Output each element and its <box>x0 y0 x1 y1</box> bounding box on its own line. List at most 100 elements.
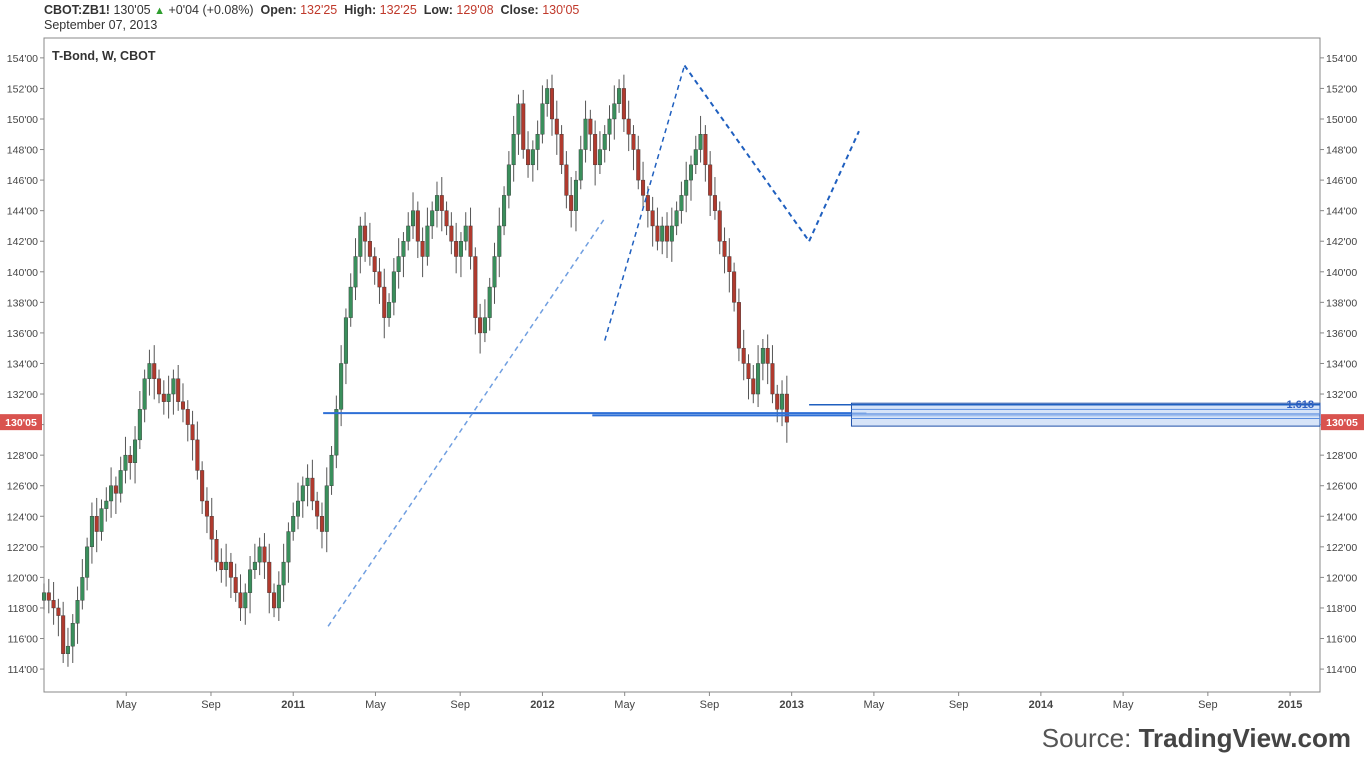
symbol-name: CBOT:ZB1! <box>44 3 110 17</box>
candle-body <box>473 256 478 318</box>
candle-body <box>343 317 348 364</box>
candle-body <box>708 164 713 196</box>
candle-body <box>746 363 751 379</box>
y-tick-label-left: 120'00 <box>7 572 38 584</box>
candle-body <box>698 134 703 150</box>
candle-body <box>238 592 243 609</box>
candle-body <box>588 118 593 135</box>
y-axis-right: 114'00 116'00 118'00 120'00 122'00 124'00 126'… <box>1320 53 1364 676</box>
candle-body <box>281 561 286 586</box>
x-tick-label: Sep <box>201 699 221 711</box>
candle-body <box>693 149 698 166</box>
candle-body <box>123 454 128 471</box>
candle-body <box>679 195 684 211</box>
candle-body <box>319 516 324 532</box>
candle-body <box>367 241 372 257</box>
candle-body <box>492 256 497 288</box>
candle-body <box>118 470 123 494</box>
candle-body <box>415 210 420 242</box>
candle-body <box>478 317 483 334</box>
candle-body <box>530 149 535 166</box>
candle-body <box>411 210 416 227</box>
candle-body <box>152 363 157 379</box>
plot-area[interactable] <box>43 37 1321 693</box>
y-tick-label-right: 140'00 <box>1326 267 1357 279</box>
candle-body <box>204 500 209 517</box>
candle-body <box>353 256 358 288</box>
candle-body <box>626 118 631 135</box>
candle-body <box>545 88 550 104</box>
candle-body <box>176 378 181 402</box>
candle-body <box>329 454 334 486</box>
candle-body <box>401 241 406 257</box>
candle-body <box>569 195 574 211</box>
candle-body <box>200 470 205 502</box>
candle-body <box>310 477 315 502</box>
candle-body <box>550 88 555 120</box>
candle-body <box>276 584 281 609</box>
candle-body <box>137 409 142 441</box>
candle-body <box>161 393 166 402</box>
candle-body <box>631 134 636 150</box>
y-tick-label-left: 114'00 <box>8 664 39 676</box>
x-tick-label: May <box>365 699 386 711</box>
x-tick-label: May <box>1113 699 1134 711</box>
candle-body <box>363 225 368 242</box>
candle-body <box>736 302 741 349</box>
candle-body <box>348 286 353 318</box>
chart-title: T-Bond, W, CBOT <box>52 49 156 63</box>
candle-body <box>751 378 756 395</box>
x-tick-label: 2014 <box>1029 699 1054 711</box>
candle-body <box>113 485 118 494</box>
y-tick-label-right: 132'00 <box>1326 389 1357 401</box>
candle-body <box>89 516 94 548</box>
y-tick-label-right: 118'00 <box>1326 603 1357 615</box>
candle-body <box>665 225 670 242</box>
candle-body <box>454 241 459 257</box>
candle-body <box>51 600 56 609</box>
y-tick-label-right: 120'00 <box>1326 572 1357 584</box>
candle-body <box>612 103 617 120</box>
candle-body <box>104 500 109 509</box>
candle-body <box>214 538 219 563</box>
candle-body <box>741 347 746 364</box>
candle-body <box>85 546 90 578</box>
candle-body <box>324 485 329 532</box>
candle-body <box>712 195 717 211</box>
last-price: 130'05 <box>113 3 151 17</box>
candle-body <box>99 508 104 532</box>
y-tick-label-right: 124'00 <box>1326 511 1357 523</box>
y-tick-label-left: 126'00 <box>7 481 38 493</box>
candle-body <box>75 600 80 624</box>
candle-body <box>94 516 99 532</box>
candle-body <box>70 623 75 647</box>
candle-body <box>166 393 171 402</box>
candle-body <box>573 179 578 211</box>
candle-body <box>434 195 439 211</box>
candle-body <box>382 286 387 318</box>
candle-body <box>506 164 511 196</box>
pattern-leg-line <box>327 217 606 627</box>
y-tick-label-left: 144'00 <box>7 206 38 218</box>
candle-body <box>593 134 598 166</box>
candle-body <box>377 271 382 288</box>
candle-body <box>502 195 507 227</box>
candle-body <box>391 271 396 303</box>
candle-body <box>463 225 468 242</box>
candle-body <box>554 118 559 135</box>
candle-body <box>684 179 689 196</box>
candle-body <box>252 561 257 570</box>
y-tick-label-right: 126'00 <box>1326 481 1357 493</box>
y-tick-label-right: 144'00 <box>1326 206 1357 218</box>
y-axis-left: 114'00 116'00 118'00 120'00 122'00 124'00 126'… <box>0 53 44 676</box>
candle-body <box>430 210 435 227</box>
x-axis: May Sep 2011 May Sep 2012 May Sep 2013 May Sep 2014… <box>116 692 1302 711</box>
last-price-label-left: 130'05 <box>5 417 37 429</box>
candle-body <box>233 577 238 593</box>
candle-body <box>420 241 425 257</box>
x-tick-label: Sep <box>450 699 470 711</box>
candles-group <box>42 74 789 667</box>
candle-body <box>636 149 641 181</box>
x-tick-label: Sep <box>949 699 969 711</box>
